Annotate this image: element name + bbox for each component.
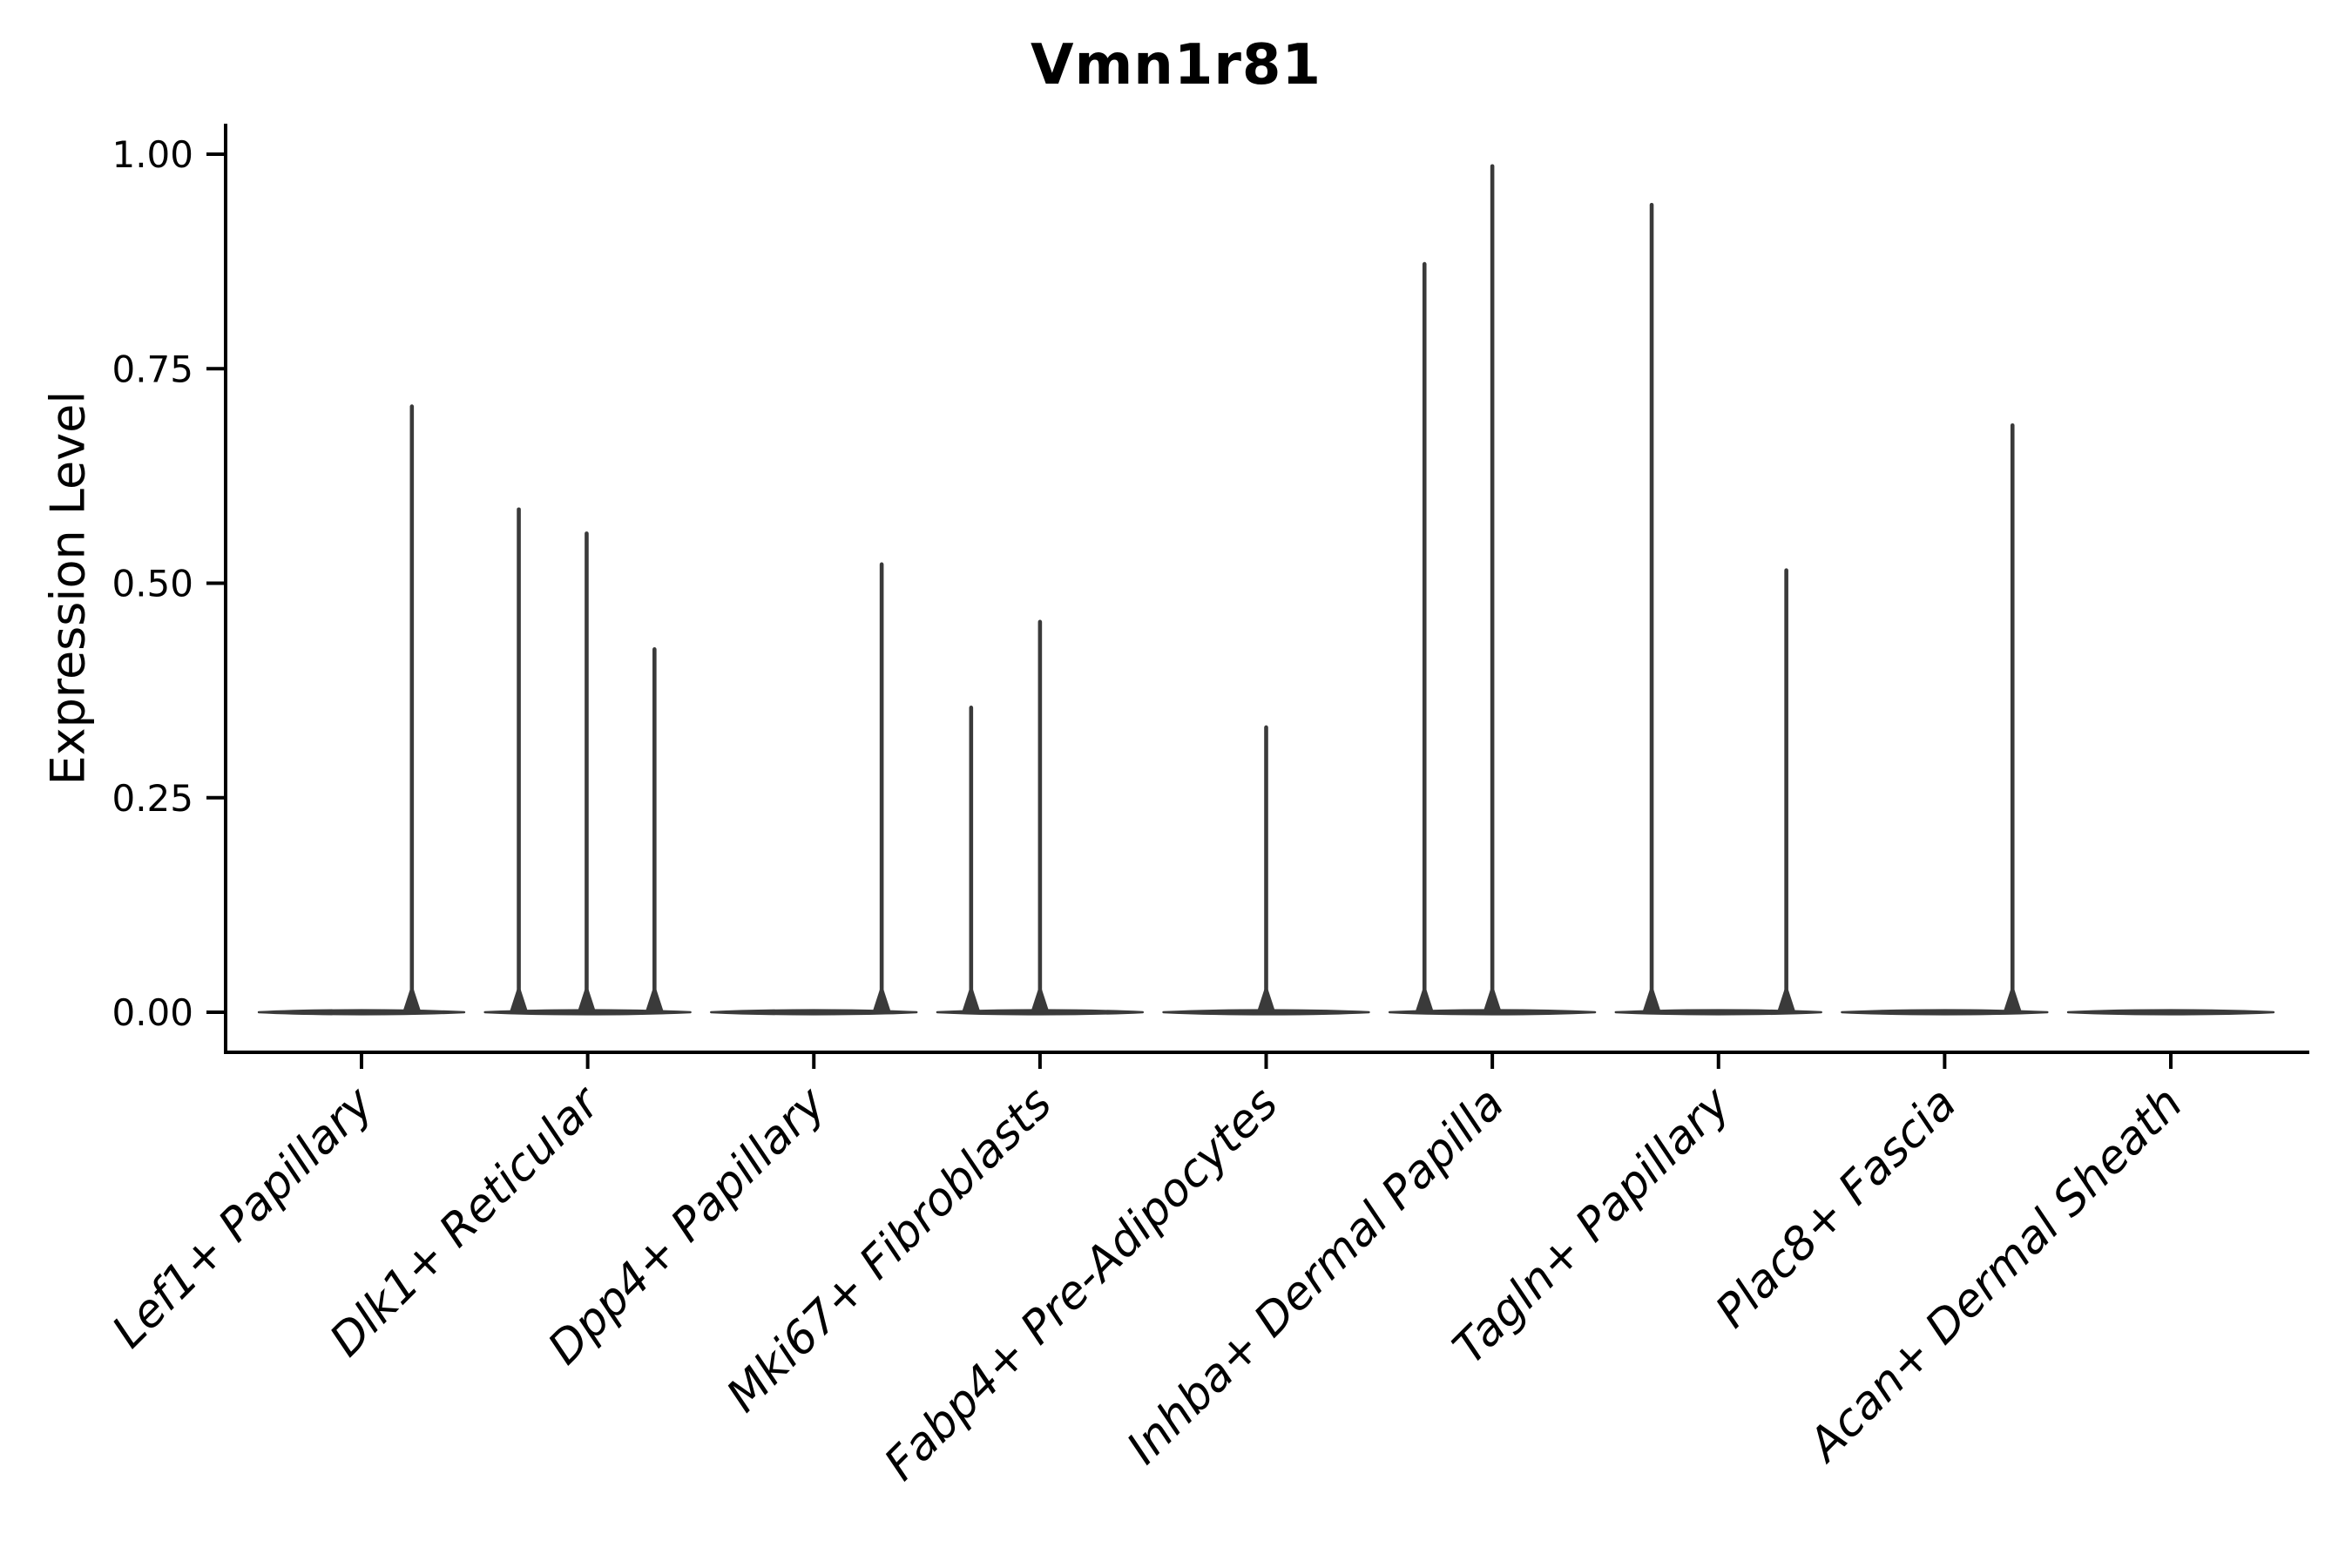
x-tick-label: Plac8+ Fascia <box>1706 1078 1966 1338</box>
x-tick-label: Fabp4+ Pre-Adipocytes <box>875 1078 1288 1491</box>
axes <box>206 124 2309 1054</box>
y-tick-label: 0.50 <box>112 563 193 605</box>
violin-0: Lef1+ Papillary <box>103 404 466 1358</box>
violin-baseline <box>257 1009 466 1016</box>
violin-6: Tagln+ Papillary <box>1443 202 1822 1375</box>
x-tick-label: Inhba+ Dermal Papilla <box>1118 1078 1515 1475</box>
violin-8: Acan+ Dermal Sheath <box>1797 1009 2275 1473</box>
violin-baseline <box>1841 1009 2049 1016</box>
y-tick-label: 0.75 <box>112 348 193 390</box>
violin-4: Fabp4+ Pre-Adipocytes <box>875 725 1370 1491</box>
y-tick-label: 1.00 <box>112 133 193 176</box>
chart-title: Vmn1r81 <box>1031 33 1321 98</box>
y-tick-label: 0.00 <box>112 991 193 1034</box>
y-tick-label: 0.25 <box>112 777 193 820</box>
violin-baseline <box>1614 1009 1822 1016</box>
x-tick-label: Acan+ Dermal Sheath <box>1797 1078 2193 1473</box>
violin-baseline <box>710 1009 918 1016</box>
violin-7: Plac8+ Fascia <box>1706 422 2049 1338</box>
violin-baseline <box>2066 1009 2275 1016</box>
y-tick-labels: 0.00 0.25 0.50 0.75 1.00 <box>112 133 193 1034</box>
violin-1: Dlk1+ Reticular <box>320 507 692 1367</box>
